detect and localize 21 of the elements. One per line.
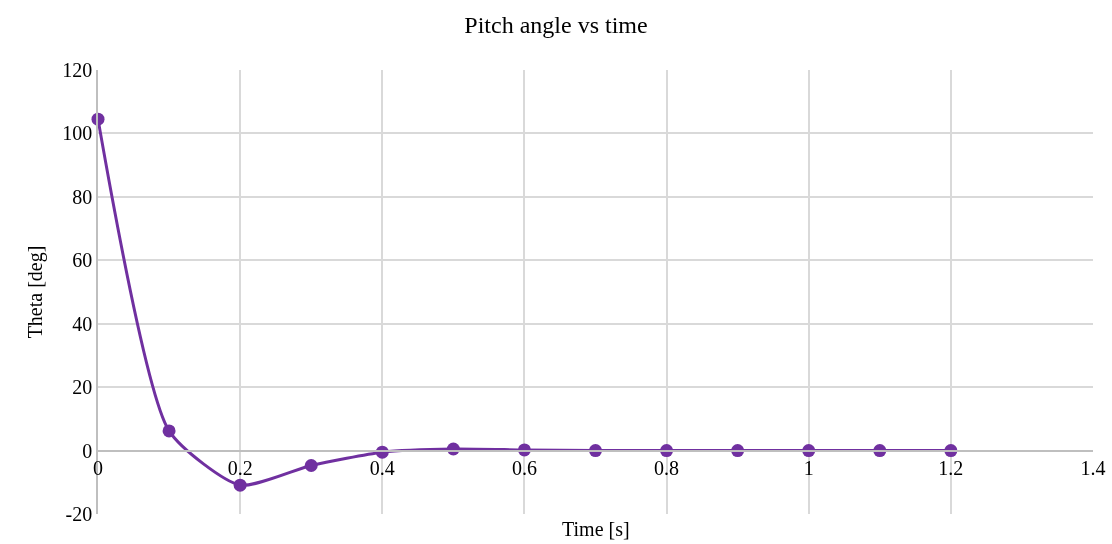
x-tick-label: 1.2 bbox=[938, 457, 964, 480]
x-tick-label: 1.4 bbox=[1080, 457, 1106, 480]
x-tick-label: 1 bbox=[803, 457, 814, 480]
point bbox=[233, 478, 247, 492]
y-tick-label: 0 bbox=[82, 439, 93, 462]
point bbox=[304, 458, 318, 472]
point bbox=[162, 424, 176, 438]
y-tick-label: -20 bbox=[65, 503, 93, 525]
y-tick-label: 20 bbox=[72, 376, 93, 399]
x-tick-label: 0.4 bbox=[369, 457, 395, 480]
y-axis-title: Theta [deg] bbox=[24, 245, 48, 339]
x-tick-label: 0.8 bbox=[654, 457, 680, 480]
y-tick-label: 40 bbox=[72, 312, 93, 335]
y-tick-label: 60 bbox=[72, 249, 93, 272]
y-tick-label: 120 bbox=[62, 59, 93, 81]
x-tick-label: 0.6 bbox=[511, 457, 537, 480]
x-tick-label: 0.2 bbox=[227, 457, 253, 480]
chart-title: Pitch angle vs time bbox=[464, 12, 648, 39]
y-tick-label: 100 bbox=[62, 122, 93, 145]
x-axis-title: Time [s] bbox=[562, 518, 630, 540]
y-tick-label: 80 bbox=[72, 185, 93, 208]
